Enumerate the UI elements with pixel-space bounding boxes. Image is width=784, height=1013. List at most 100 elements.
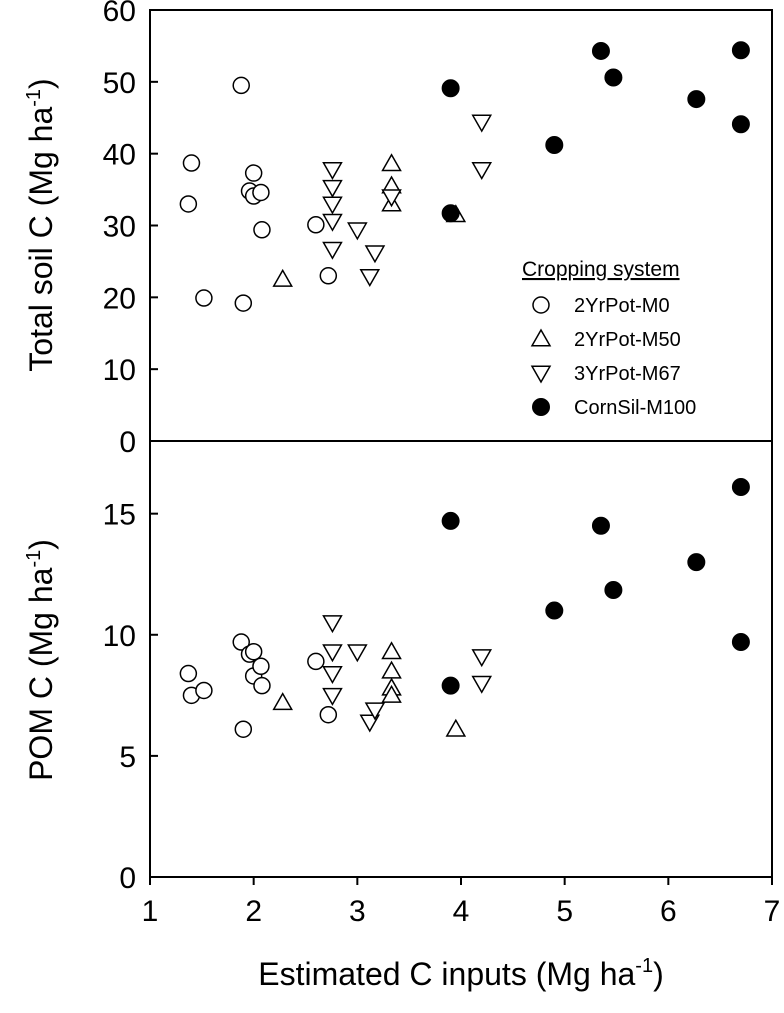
point-3yrpot-m67	[322, 161, 343, 180]
point-3yrpot-m67	[322, 196, 343, 215]
point-2yrpot-m0	[244, 642, 263, 661]
point-cornsil-m100	[545, 136, 564, 155]
legend: Cropping system 2YrPot-M0 2YrPot-M50 3YrPo…	[522, 258, 696, 419]
point-3yrpot-m67	[347, 644, 368, 663]
y-tick-label: 20	[103, 282, 136, 315]
legend-label-3yrpot-m67: 3YrPot-M67	[574, 363, 681, 385]
x-tick-label: 6	[660, 895, 677, 928]
point-2yrpot-m0	[232, 76, 250, 95]
legend-label-2yrpot-m0: 2YrPot-M0	[574, 295, 670, 317]
y-tick-label: 60	[103, 0, 136, 28]
point-3yrpot-m67	[471, 675, 493, 694]
point-2yrpot-m0	[253, 676, 271, 695]
point-2yrpot-m0	[253, 221, 271, 239]
bottom-x-ticks: 1 2 3 4 5 6 7	[142, 877, 781, 928]
bottom-data-points	[179, 478, 750, 738]
point-2yrpot-m0	[195, 289, 213, 307]
x-axis-title: Estimated C inputs (Mg ha-1)	[258, 955, 664, 992]
point-2yrpot-m50	[381, 684, 402, 703]
point-2yrpot-m0	[182, 154, 201, 172]
top-y-axis-title: Total soil C (Mg ha-1)	[23, 78, 59, 371]
legend-marker-2yrpot-m50	[530, 328, 552, 347]
point-3yrpot-m67	[322, 615, 343, 634]
legend-marker-3yrpot-m67	[530, 365, 552, 384]
point-cornsil-m100	[604, 580, 623, 599]
point-3yrpot-m67	[322, 644, 343, 663]
point-cornsil-m100	[441, 79, 460, 98]
point-cornsil-m100	[731, 478, 750, 497]
point-3yrpot-m67	[471, 114, 493, 133]
top-data-points	[179, 41, 750, 312]
point-2yrpot-m0	[319, 267, 338, 285]
point-cornsil-m100	[591, 41, 610, 60]
point-cornsil-m100	[687, 553, 706, 572]
point-cornsil-m100	[591, 516, 610, 535]
x-tick-label: 5	[556, 895, 573, 928]
point-2yrpot-m0	[252, 657, 270, 676]
point-3yrpot-m67	[359, 269, 381, 288]
point-2yrpot-m0	[234, 294, 253, 312]
legend-label-cornsil-m100: CornSil-M100	[574, 397, 696, 419]
point-cornsil-m100	[441, 511, 460, 530]
point-cornsil-m100	[731, 41, 750, 60]
point-2yrpot-m0	[319, 705, 338, 724]
point-cornsil-m100	[731, 115, 750, 134]
point-2yrpot-m0	[232, 633, 250, 651]
point-2yrpot-m50	[272, 268, 293, 287]
x-tick-label: 4	[453, 895, 470, 928]
point-2yrpot-m0	[179, 195, 198, 213]
point-2yrpot-m0	[244, 164, 263, 182]
y-tick-label: 0	[119, 862, 136, 895]
point-cornsil-m100	[687, 90, 706, 109]
y-tick-label: 10	[103, 620, 136, 653]
x-tick-label: 7	[764, 895, 781, 928]
y-tick-label: 40	[103, 139, 136, 172]
bottom-y-axis-title: POM C (Mg ha-1)	[23, 539, 59, 781]
point-3yrpot-m67	[471, 161, 493, 180]
y-tick-label: 30	[103, 211, 136, 244]
y-tick-label: 10	[103, 354, 136, 387]
point-cornsil-m100	[441, 676, 460, 695]
point-2yrpot-m0	[307, 652, 325, 671]
point-3yrpot-m67	[322, 179, 343, 198]
point-2yrpot-m50	[381, 641, 402, 660]
top-panel: 0 10 20 30 40 50 60 Total soil C (Mg ha-1) Cro…	[23, 0, 773, 459]
legend-label-2yrpot-m50: 2YrPot-M50	[574, 329, 681, 351]
x-tick-label: 3	[349, 895, 366, 928]
legend-title: Cropping system	[522, 258, 680, 281]
x-tick-label: 1	[142, 895, 159, 928]
point-3yrpot-m67	[364, 702, 386, 721]
top-y-ticks: 0 10 20 30 40 50 60	[103, 0, 158, 459]
point-2yrpot-m50	[381, 660, 402, 679]
point-2yrpot-m50	[381, 153, 402, 172]
point-cornsil-m100	[731, 633, 750, 652]
point-cornsil-m100	[545, 601, 564, 620]
point-3yrpot-m67	[364, 245, 386, 264]
legend-marker-2yrpot-m0	[532, 296, 550, 314]
point-2yrpot-m0	[307, 216, 325, 234]
point-3yrpot-m67	[322, 241, 343, 260]
point-2yrpot-m50	[272, 692, 293, 711]
y-tick-label: 50	[103, 67, 136, 100]
y-tick-label: 5	[119, 741, 136, 774]
x-tick-label: 2	[245, 895, 262, 928]
point-3yrpot-m67	[347, 222, 368, 241]
point-2yrpot-m0	[252, 183, 270, 202]
point-2yrpot-m50	[445, 718, 467, 737]
legend-marker-cornsil-m100	[532, 398, 550, 416]
point-2yrpot-m0	[179, 664, 198, 683]
point-cornsil-m100	[441, 204, 460, 223]
point-3yrpot-m67	[471, 649, 493, 668]
y-tick-label: 15	[103, 499, 136, 532]
y-tick-label: 0	[119, 426, 136, 459]
bottom-panel: 0 5 10 15 1 2 3 4 5 6 7 POM C (Mg ha-1) Estimated…	[23, 440, 781, 992]
point-3yrpot-m67	[322, 213, 343, 232]
point-cornsil-m100	[604, 68, 623, 87]
point-3yrpot-m67	[381, 189, 402, 208]
bottom-y-ticks: 0 5 10 15	[103, 499, 158, 895]
point-3yrpot-m67	[322, 666, 343, 685]
point-2yrpot-m0	[234, 720, 253, 738]
point-3yrpot-m67	[322, 687, 343, 706]
point-2yrpot-m0	[195, 681, 213, 700]
